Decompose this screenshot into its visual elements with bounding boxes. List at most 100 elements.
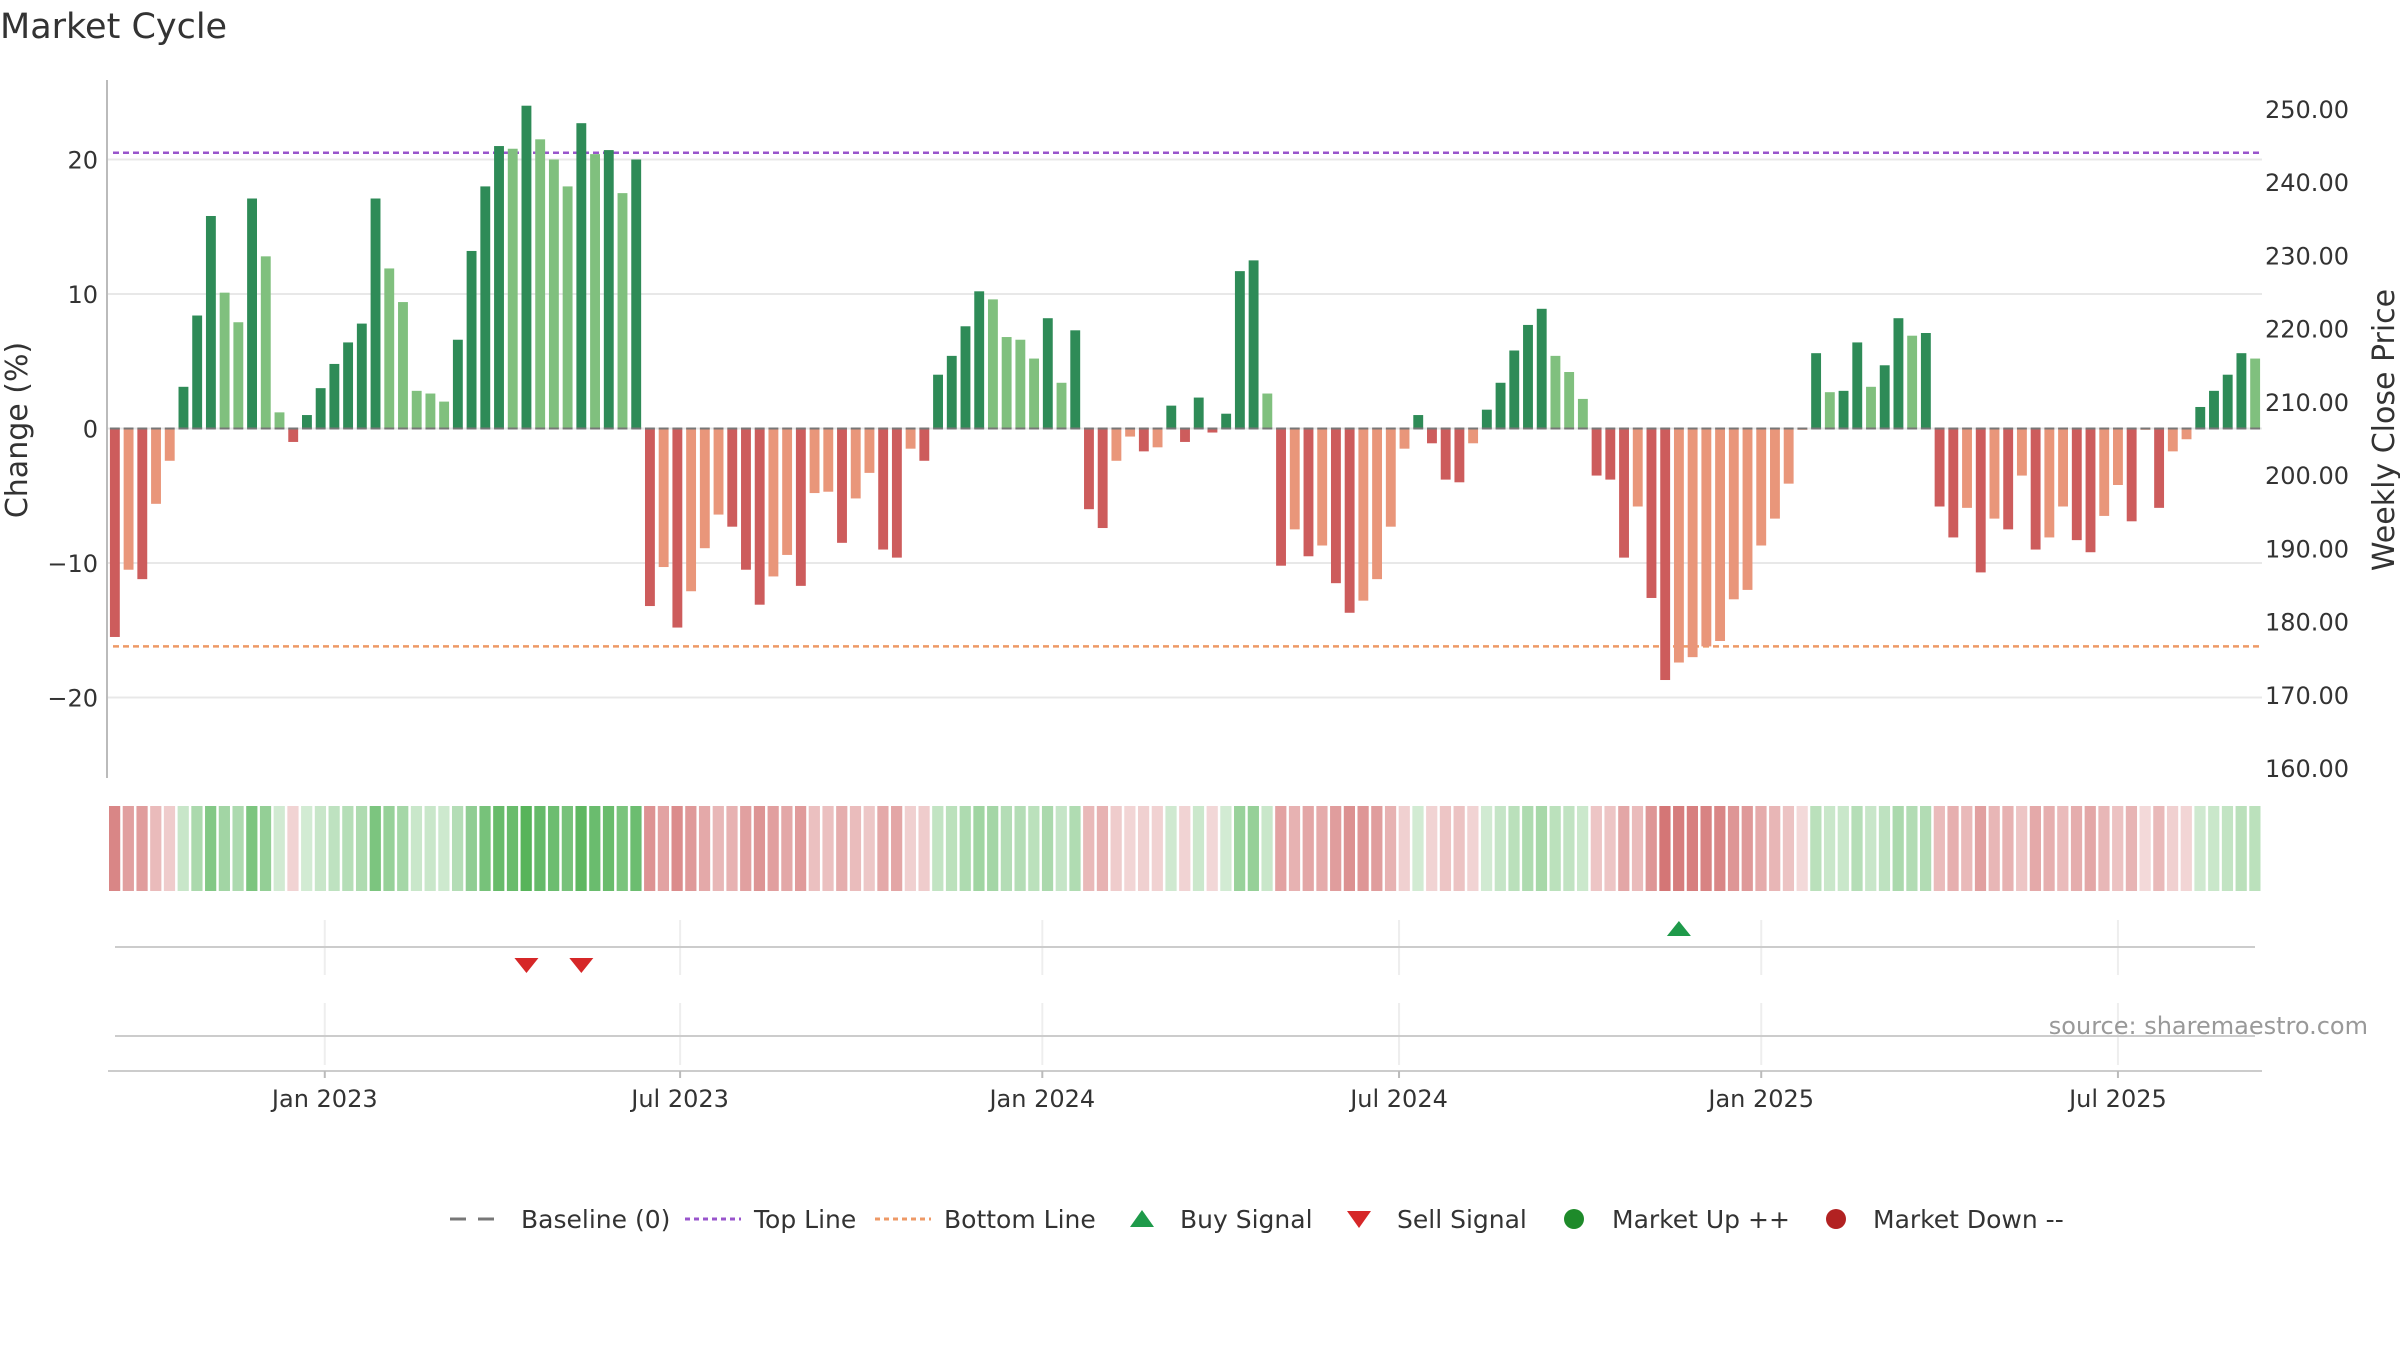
- heat-cell: [397, 806, 409, 891]
- heat-cell: [794, 806, 807, 891]
- change-bar: [274, 412, 285, 429]
- change-bar: [946, 355, 957, 429]
- x-tick-label: Jul 2025: [2067, 1085, 2167, 1113]
- y2-tick-label: 230.00: [2265, 242, 2349, 270]
- heat-cell: [2070, 806, 2083, 891]
- change-bar: [576, 123, 587, 429]
- heat-cell: [438, 806, 450, 891]
- legend-circle-swatch: [1564, 1209, 1584, 1229]
- change-bar: [754, 428, 765, 605]
- heat-cell: [177, 806, 189, 891]
- heat-cell: [1384, 806, 1397, 891]
- heat-cell: [2029, 806, 2041, 891]
- change-bar: [2195, 406, 2206, 429]
- change-bar: [1276, 428, 1286, 566]
- heat-strip: [109, 806, 2261, 891]
- change-bar: [178, 386, 189, 429]
- change-bar: [1742, 428, 1753, 590]
- heat-cell: [479, 806, 491, 891]
- heat-cell: [1247, 806, 1259, 891]
- change-bar: [1372, 428, 1383, 580]
- heat-cell: [465, 806, 477, 891]
- legend-buy-swatch: [1130, 1210, 1154, 1227]
- heat-cell: [1261, 806, 1273, 891]
- heat-cell: [1096, 806, 1109, 891]
- heat-cell: [136, 806, 148, 891]
- heat-cell: [1618, 806, 1630, 891]
- heat-cell: [246, 806, 258, 891]
- heat-cell: [671, 806, 683, 891]
- heat-cell: [1631, 806, 1644, 891]
- heat-cell: [1371, 806, 1383, 891]
- change-bar: [713, 428, 724, 515]
- heat-cell: [1179, 806, 1191, 891]
- heat-cell: [369, 806, 381, 891]
- change-bar: [507, 148, 518, 429]
- heat-cell: [548, 806, 560, 891]
- heat-cell: [849, 806, 862, 891]
- y2-tick-label: 220.00: [2265, 316, 2349, 344]
- heat-cell: [506, 806, 519, 891]
- change-bar: [631, 159, 642, 429]
- heat-cell: [2112, 806, 2124, 891]
- change-bar: [425, 393, 436, 429]
- heat-cell: [424, 806, 436, 891]
- change-bar: [1577, 398, 1588, 429]
- change-bar: [2250, 358, 2261, 429]
- change-bar: [164, 428, 175, 461]
- heat-cell: [1974, 806, 1987, 891]
- change-bar: [1317, 428, 1328, 546]
- heat-cell: [273, 806, 285, 891]
- change-bar: [192, 315, 203, 429]
- change-bar: [837, 428, 847, 543]
- heat-cell: [1535, 806, 1548, 891]
- change-bar: [535, 139, 546, 429]
- change-bar: [1852, 342, 1863, 429]
- heat-cell: [1426, 806, 1438, 891]
- y2-tick-label: 200.00: [2265, 462, 2349, 490]
- change-bar: [1001, 337, 1012, 429]
- change-bar: [1920, 333, 1931, 429]
- heat-cell: [973, 806, 985, 891]
- change-bar: [617, 193, 628, 429]
- change-bar: [494, 146, 504, 429]
- change-bar: [343, 342, 354, 429]
- change-bar: [1330, 428, 1341, 584]
- heat-cell: [1563, 806, 1575, 891]
- heat-cell: [1137, 806, 1150, 891]
- change-bar: [672, 428, 683, 628]
- heat-cell: [1549, 806, 1561, 891]
- heat-cell: [740, 806, 752, 891]
- change-bar: [1166, 405, 1177, 429]
- heat-cell: [1055, 806, 1067, 891]
- heat-cell: [1000, 806, 1013, 891]
- change-bar: [137, 428, 148, 580]
- legend: Baseline (0) Top Line Bottom Line Buy Signa…: [450, 1205, 2064, 1234]
- heat-cell: [753, 806, 766, 891]
- heat-cell: [891, 806, 903, 891]
- change-bar: [384, 268, 395, 429]
- change-bar: [1907, 335, 1918, 429]
- change-bar: [1097, 428, 1108, 529]
- y-tick-label: −20: [47, 685, 98, 713]
- change-bar: [1660, 428, 1671, 681]
- change-bar: [1015, 339, 1026, 429]
- change-bar: [260, 256, 271, 429]
- change-bar: [1989, 428, 2000, 519]
- change-bar: [1948, 428, 1959, 538]
- heat-cell: [1412, 806, 1424, 891]
- heat-cell: [1041, 806, 1054, 891]
- heat-cell: [1810, 806, 1822, 891]
- change-bar: [329, 363, 340, 429]
- heat-cell: [2016, 806, 2028, 891]
- change-bar: [1811, 353, 1822, 429]
- heat-cell: [410, 806, 423, 891]
- sell-signal-marker: [569, 958, 594, 973]
- heat-cell: [1480, 806, 1493, 891]
- heat-cell: [945, 806, 958, 891]
- heat-cell: [1769, 806, 1781, 891]
- change-bar: [1934, 428, 1945, 507]
- heat-cell: [1330, 806, 1342, 891]
- heat-cell: [1206, 806, 1218, 891]
- y-tick-label: −10: [47, 550, 98, 578]
